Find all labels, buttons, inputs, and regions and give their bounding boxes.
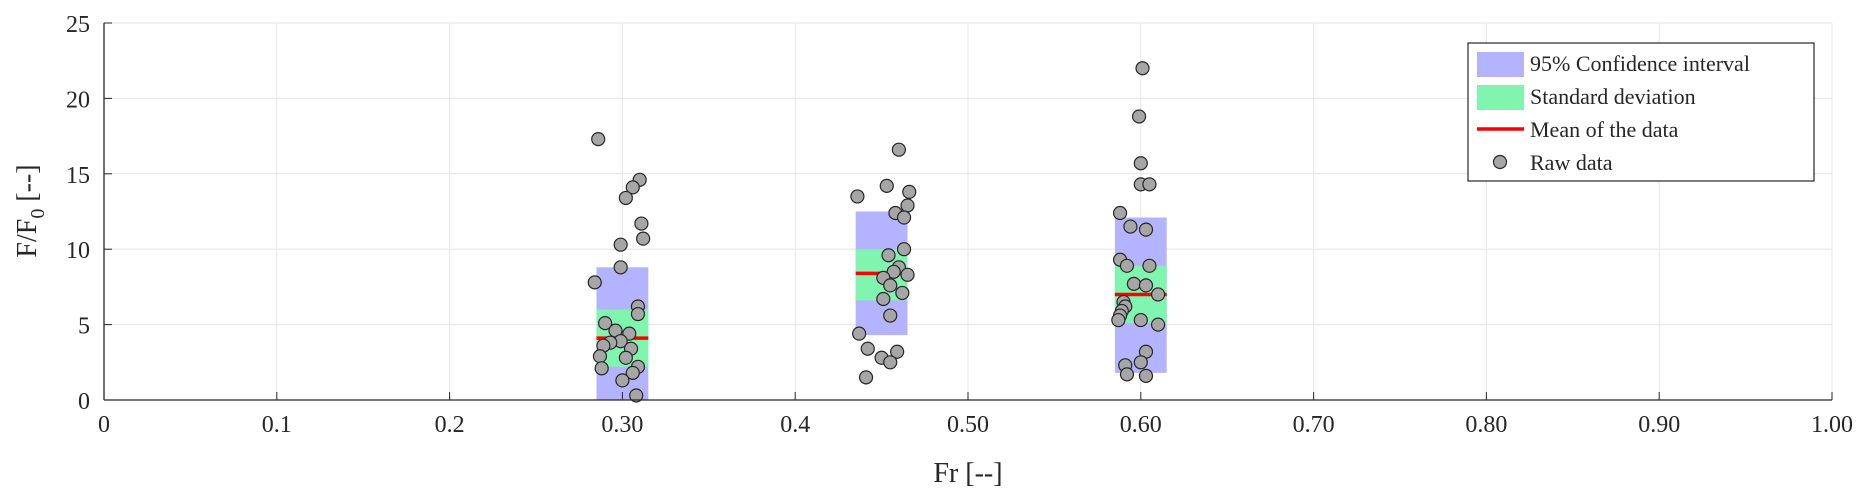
raw-data-point bbox=[901, 199, 914, 212]
raw-data-point bbox=[1124, 220, 1137, 233]
raw-data-point bbox=[853, 327, 866, 340]
raw-data-point bbox=[619, 351, 632, 364]
raw-data-point bbox=[1152, 318, 1165, 331]
legend-label-sd: Standard deviation bbox=[1530, 84, 1696, 109]
raw-data-point bbox=[1143, 178, 1156, 191]
raw-data-point bbox=[1134, 157, 1147, 170]
raw-data-point bbox=[1139, 223, 1152, 236]
x-tick-label: 0.30 bbox=[601, 412, 643, 438]
x-tick-label: 0.90 bbox=[1638, 412, 1680, 438]
raw-data-point bbox=[614, 238, 627, 251]
raw-data-point bbox=[877, 292, 890, 305]
raw-data-point bbox=[614, 261, 627, 274]
raw-data-point bbox=[1127, 277, 1140, 290]
chart: 0 0.1 0.2 0.30 0.4 0.50 0.60 0.70 0.80 0.90 1.00 0 5… bbox=[0, 0, 1869, 498]
raw-data-point bbox=[588, 276, 601, 289]
raw-data-point bbox=[896, 286, 909, 299]
y-axis-title: F/F0 [--] bbox=[12, 164, 49, 257]
raw-data-point bbox=[593, 350, 606, 363]
raw-data-point bbox=[892, 143, 905, 156]
x-tick-label: 1.00 bbox=[1811, 412, 1853, 438]
raw-data-point bbox=[1134, 356, 1147, 369]
y-tick-label: 15 bbox=[66, 163, 90, 189]
raw-data-point bbox=[1152, 288, 1165, 301]
raw-data-point bbox=[1134, 314, 1147, 327]
raw-data-point bbox=[1112, 314, 1125, 327]
x-tick-label: 0.2 bbox=[435, 412, 465, 438]
x-tick-label: 0.1 bbox=[262, 412, 292, 438]
x-axis-title: Fr [--] bbox=[933, 458, 1002, 489]
raw-data-point bbox=[880, 179, 893, 192]
raw-data-point bbox=[1114, 207, 1127, 220]
x-tick-label: 0 bbox=[98, 412, 110, 438]
raw-data-point bbox=[1143, 259, 1156, 272]
legend-ci-swatch bbox=[1477, 52, 1524, 77]
y-tick-label: 0 bbox=[78, 389, 90, 415]
raw-data-point bbox=[901, 268, 914, 281]
raw-data-point bbox=[860, 371, 873, 384]
raw-data-point bbox=[1133, 110, 1146, 123]
y-axis-title-subscript: 0 bbox=[27, 209, 49, 219]
legend-label-ci: 95% Confidence interval bbox=[1530, 51, 1750, 76]
y-tick-label: 20 bbox=[66, 87, 90, 113]
legend-label-mean: Mean of the data bbox=[1530, 117, 1679, 142]
raw-data-point bbox=[1120, 368, 1133, 381]
raw-data-point bbox=[1136, 62, 1149, 75]
y-tick-label: 5 bbox=[78, 314, 90, 340]
raw-data-point bbox=[898, 211, 911, 224]
raw-data-point bbox=[851, 190, 864, 203]
legend-raw-marker bbox=[1494, 156, 1507, 169]
y-tick-label: 10 bbox=[66, 238, 90, 264]
y-axis-title-unit: [--] bbox=[12, 164, 43, 208]
y-axis-title-main: F/F bbox=[12, 219, 43, 258]
legend-label-raw: Raw data bbox=[1530, 150, 1613, 175]
raw-data-point bbox=[1139, 279, 1152, 292]
raw-data-point bbox=[898, 243, 911, 256]
raw-data-point bbox=[882, 249, 895, 262]
raw-data-point bbox=[884, 309, 897, 322]
raw-data-point bbox=[903, 185, 916, 198]
raw-data-point bbox=[631, 308, 644, 321]
x-tick-label: 0.50 bbox=[947, 412, 989, 438]
raw-data-point bbox=[592, 133, 605, 146]
y-tick-label: 25 bbox=[66, 12, 90, 38]
raw-data-point bbox=[861, 342, 874, 355]
x-tick-label: 0.4 bbox=[780, 412, 810, 438]
raw-data-point bbox=[635, 217, 648, 230]
x-tick-label: 0.60 bbox=[1120, 412, 1162, 438]
raw-data-point bbox=[595, 362, 608, 375]
x-tick-label: 0.70 bbox=[1293, 412, 1335, 438]
raw-data-point bbox=[637, 232, 650, 245]
raw-data-point bbox=[1120, 259, 1133, 272]
legend-sd-swatch bbox=[1477, 85, 1524, 110]
raw-data-point bbox=[616, 374, 629, 387]
x-tick-label: 0.80 bbox=[1465, 412, 1507, 438]
raw-data-point bbox=[619, 191, 632, 204]
legend: 95% Confidence interval Standard deviati… bbox=[1468, 43, 1814, 181]
raw-data-point bbox=[884, 279, 897, 292]
raw-data-point bbox=[884, 356, 897, 369]
raw-data-point bbox=[1139, 369, 1152, 382]
